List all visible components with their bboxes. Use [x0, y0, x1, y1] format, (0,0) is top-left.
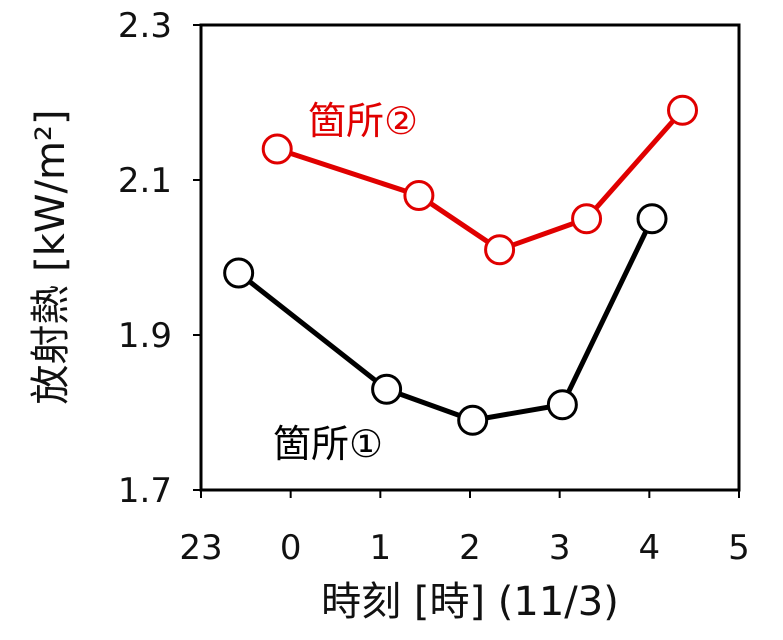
x-tick-label: 1	[370, 528, 392, 568]
series-2-point	[261, 133, 293, 165]
series-2-point	[484, 234, 516, 266]
series-lines	[237, 108, 685, 423]
series-label-2: 箇所②	[308, 99, 418, 143]
series-2-point	[667, 94, 699, 126]
x-tick-label: 23	[179, 528, 222, 568]
x-tick-label: 5	[728, 528, 750, 568]
y-axis-ticks: 1.7 1.9 2.1 2.3	[118, 6, 201, 511]
x-tick-label: 2	[459, 528, 481, 568]
series-1-point	[223, 257, 255, 289]
series-1-point	[371, 373, 403, 405]
y-tick-label: 2.1	[118, 161, 172, 201]
series-1-point	[457, 404, 489, 436]
x-tick-label: 4	[639, 528, 661, 568]
x-axis-title: 時刻 [時] (11/3)	[321, 579, 619, 625]
x-tick-label: 0	[280, 528, 302, 568]
x-tick-label: 3	[549, 528, 571, 568]
series-1-line	[237, 217, 655, 423]
y-axis-title: 放射熱 [kW/m²]	[28, 109, 74, 404]
y-tick-label: 1.9	[118, 316, 172, 356]
series-label-1: 箇所①	[273, 422, 383, 466]
series-1-point	[546, 389, 578, 421]
y-tick-label: 2.3	[118, 6, 172, 46]
x-axis-ticks: 23 0 1 2 3 4 5	[179, 490, 750, 568]
series-points	[223, 94, 699, 436]
series-1-point	[636, 203, 668, 235]
y-tick-label: 1.7	[118, 471, 172, 511]
series-2-point	[571, 203, 603, 235]
series-2-point	[403, 180, 435, 211]
